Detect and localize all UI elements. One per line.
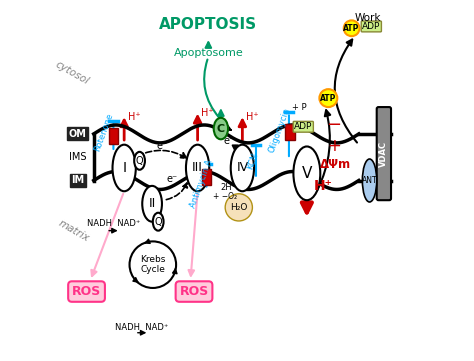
Ellipse shape — [231, 145, 254, 191]
Ellipse shape — [214, 118, 228, 139]
Text: ROS: ROS — [179, 285, 209, 298]
Text: VDAC: VDAC — [379, 140, 388, 167]
Text: Apoptosome: Apoptosome — [173, 48, 243, 58]
Ellipse shape — [142, 186, 162, 222]
Text: I: I — [122, 161, 126, 175]
Text: IM: IM — [71, 175, 84, 186]
Text: APOPTOSIS: APOPTOSIS — [159, 17, 257, 32]
Text: H⁺: H⁺ — [246, 112, 259, 122]
Text: 2H⁺: 2H⁺ — [220, 183, 236, 192]
Circle shape — [225, 194, 252, 221]
Text: IV: IV — [237, 161, 248, 174]
Text: e⁻: e⁻ — [156, 142, 167, 152]
Text: KCN: KCN — [245, 151, 260, 170]
Ellipse shape — [293, 147, 320, 200]
Text: H⁺: H⁺ — [128, 112, 140, 122]
FancyBboxPatch shape — [285, 124, 295, 140]
Circle shape — [319, 89, 337, 107]
Text: III: III — [192, 161, 203, 174]
Text: + P: + P — [292, 103, 306, 112]
Text: Work: Work — [355, 13, 381, 22]
Text: cytosol: cytosol — [54, 60, 91, 87]
Text: ROS: ROS — [72, 285, 101, 298]
Text: NADH  NAD⁺: NADH NAD⁺ — [87, 219, 140, 228]
Text: ΔΨm: ΔΨm — [320, 158, 351, 171]
Text: Antimycin A: Antimycin A — [188, 159, 214, 209]
Text: ATP: ATP — [320, 93, 337, 103]
FancyBboxPatch shape — [377, 107, 391, 200]
Text: e⁻: e⁻ — [167, 174, 178, 184]
Ellipse shape — [363, 159, 377, 202]
Text: V: V — [301, 166, 312, 181]
Text: matrix: matrix — [57, 218, 91, 243]
Text: Krebs
Cycle: Krebs Cycle — [140, 255, 165, 274]
Text: Q: Q — [136, 156, 143, 166]
Text: NADH  NAD⁺: NADH NAD⁺ — [115, 323, 169, 332]
Text: II: II — [148, 197, 156, 210]
Text: OM: OM — [69, 129, 87, 139]
Circle shape — [344, 20, 359, 36]
FancyBboxPatch shape — [202, 169, 211, 185]
Text: +: + — [327, 138, 341, 156]
Ellipse shape — [186, 145, 209, 191]
Text: ATP: ATP — [344, 24, 360, 33]
Text: H⁺: H⁺ — [314, 179, 333, 193]
Ellipse shape — [153, 213, 164, 231]
Text: ADP: ADP — [294, 122, 312, 131]
Text: e⁻: e⁻ — [224, 136, 235, 146]
Ellipse shape — [134, 152, 145, 170]
Text: H₂O: H₂O — [230, 203, 247, 212]
Text: H⁺: H⁺ — [201, 108, 214, 118]
Text: Oligomycin: Oligomycin — [267, 106, 292, 154]
Text: Q: Q — [155, 217, 162, 227]
Text: C: C — [217, 123, 225, 134]
Ellipse shape — [112, 145, 136, 191]
Text: ADP: ADP — [362, 22, 381, 31]
Text: −: − — [326, 116, 341, 134]
Text: ANT: ANT — [362, 176, 377, 185]
Text: + −O₂: + −O₂ — [213, 192, 237, 201]
FancyBboxPatch shape — [109, 128, 118, 144]
Text: Rotenone: Rotenone — [92, 112, 115, 153]
Text: IMS: IMS — [69, 152, 86, 162]
